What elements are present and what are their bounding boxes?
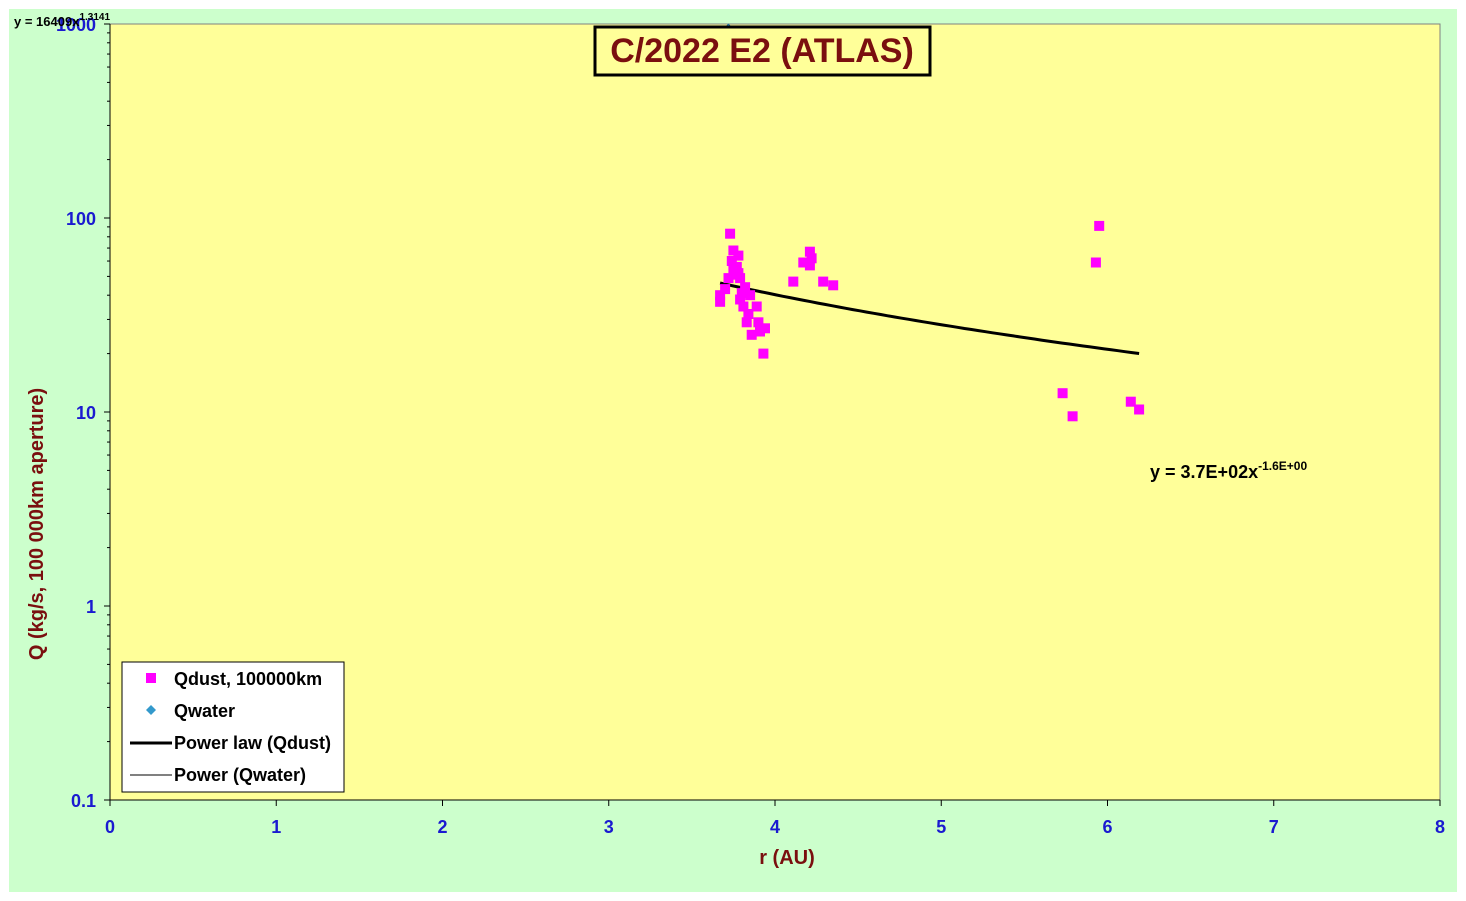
dust-fit-equation: y = 3.7E+02x-1.6E+00 (1150, 459, 1307, 482)
title-frame (593, 25, 932, 77)
water-fit-equation-base: y = 16409x (14, 14, 80, 29)
chart-title: C/2022 E2 (ATLAS) (610, 32, 914, 70)
y-tick-label: 0.1 (71, 791, 96, 811)
y-tick-label: 1 (86, 597, 96, 617)
dust-point (798, 257, 809, 268)
dust-point (728, 245, 739, 256)
legend-water-label: Qwater (174, 701, 235, 721)
fit-layer (719, 281, 1140, 355)
dust-point (804, 260, 815, 271)
x-tick-label: 2 (437, 817, 447, 837)
x-tick-label: 7 (1269, 817, 1279, 837)
dust-point (1067, 411, 1078, 422)
dust-point (1090, 257, 1101, 268)
y-axis-title: Q (kg/s, 100 000km aperture) (26, 388, 48, 660)
dust-point (720, 284, 731, 295)
legend-water-marker (146, 705, 156, 715)
water-fit-equation: y = 16409x1.3141 (14, 12, 110, 29)
dust-point (731, 261, 742, 272)
legend-dust-label: Qdust, 100000km (174, 669, 322, 689)
dust-point (736, 288, 747, 299)
dust-point (1057, 388, 1068, 399)
dust-fit-equation-exponent: -1.6E+00 (1258, 459, 1307, 473)
dust-point (741, 317, 752, 328)
axis-layer: 0 1 2 3 4 5 6 7 8 0.1 1 10 100 1000 (56, 15, 1445, 837)
dust-point (715, 290, 726, 301)
dust-point (733, 250, 744, 261)
dust-point (745, 290, 756, 301)
dust-point (740, 282, 751, 293)
dust-point (738, 301, 749, 312)
dust-point (1125, 396, 1136, 407)
power-law-dust-fit-line (719, 281, 1140, 355)
dust-point (753, 317, 764, 328)
x-tick-label: 8 (1435, 817, 1445, 837)
dust-fit-equation-base: y = 3.7E+02x (1150, 462, 1258, 482)
x-axis-title: r (AU) (759, 847, 815, 869)
dust-point (806, 253, 817, 264)
dust-point (723, 273, 734, 284)
dust-point (804, 246, 815, 257)
dust-point (725, 228, 736, 239)
dust-point (760, 323, 770, 334)
dust-point (758, 348, 769, 359)
dust-point (726, 256, 737, 266)
legend-frame (121, 661, 345, 793)
dust-point (1134, 404, 1145, 415)
dust-point (788, 276, 799, 287)
legend-water-fit-label: Power (Qwater) (174, 765, 306, 785)
dust-point (828, 280, 839, 291)
x-tick-label: 6 (1102, 817, 1112, 837)
dust-point (735, 294, 746, 305)
x-tick-label: 0 (105, 817, 115, 837)
dust-point (735, 273, 746, 284)
dust-point (751, 301, 762, 312)
points-layer (715, 23, 1145, 422)
legend: Qdust, 100000km Qwater Power law (Qdust)… (121, 661, 345, 793)
chart-title-box: C/2022 E2 (ATLAS) (593, 25, 932, 77)
y-tick-label: 100 (66, 209, 96, 229)
x-tick-label: 3 (604, 817, 614, 837)
dust-point (746, 329, 757, 340)
y-tick-label: 1000 (56, 15, 96, 35)
y-tick-label: 10 (76, 403, 96, 423)
x-tick-label: 4 (770, 817, 780, 837)
x-tick-label: 1 (271, 817, 281, 837)
dust-point (818, 276, 829, 287)
x-tick-label: 5 (936, 817, 946, 837)
dust-point (715, 296, 726, 307)
dust-point (1094, 220, 1105, 231)
legend-dust-marker (146, 673, 156, 683)
legend-dust-fit-label: Power law (Qdust) (174, 733, 331, 753)
water-fit-equation-exponent: 1.3141 (79, 12, 110, 23)
dust-point (743, 309, 754, 319)
